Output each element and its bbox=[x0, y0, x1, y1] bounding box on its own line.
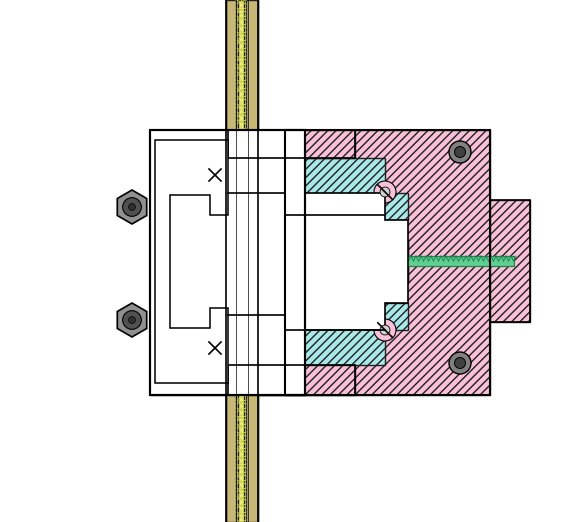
Circle shape bbox=[454, 147, 465, 158]
Polygon shape bbox=[150, 130, 305, 395]
Bar bbox=[228, 246, 400, 247]
Bar bbox=[228, 263, 400, 264]
Bar bbox=[228, 250, 400, 251]
Bar bbox=[228, 275, 400, 276]
Bar bbox=[228, 235, 400, 236]
Bar bbox=[228, 238, 400, 239]
Polygon shape bbox=[490, 200, 530, 322]
Bar bbox=[228, 245, 400, 246]
Polygon shape bbox=[228, 220, 408, 303]
Bar bbox=[228, 248, 400, 249]
Bar bbox=[228, 130, 355, 158]
Bar bbox=[210, 230, 220, 288]
Bar bbox=[228, 267, 400, 268]
Bar bbox=[228, 276, 400, 277]
Bar bbox=[228, 270, 400, 271]
Bar bbox=[228, 271, 400, 272]
Bar bbox=[228, 253, 400, 254]
Bar bbox=[228, 242, 400, 243]
Bar bbox=[228, 243, 400, 244]
Circle shape bbox=[210, 343, 220, 352]
Polygon shape bbox=[150, 130, 305, 395]
Polygon shape bbox=[285, 130, 490, 395]
Bar bbox=[228, 262, 400, 263]
Bar bbox=[228, 248, 248, 272]
Polygon shape bbox=[155, 140, 228, 383]
Bar bbox=[228, 285, 400, 286]
Polygon shape bbox=[228, 365, 355, 395]
Bar bbox=[228, 260, 400, 261]
Circle shape bbox=[449, 141, 471, 163]
Circle shape bbox=[128, 204, 135, 210]
Bar bbox=[228, 281, 400, 282]
Circle shape bbox=[123, 198, 142, 216]
Bar bbox=[228, 254, 400, 255]
Bar bbox=[228, 277, 400, 278]
Bar bbox=[228, 239, 400, 240]
Bar bbox=[226, 0, 258, 522]
Polygon shape bbox=[228, 158, 408, 365]
Bar bbox=[228, 249, 400, 250]
Bar bbox=[285, 130, 490, 395]
Bar bbox=[228, 251, 400, 252]
Bar bbox=[228, 241, 400, 242]
Bar bbox=[228, 266, 400, 267]
Bar bbox=[228, 265, 400, 266]
Bar bbox=[228, 283, 400, 284]
Bar bbox=[228, 256, 400, 257]
Bar bbox=[228, 280, 400, 281]
Bar bbox=[228, 273, 400, 274]
Bar bbox=[228, 255, 400, 256]
Bar bbox=[236, 0, 246, 522]
Bar bbox=[228, 287, 400, 288]
Bar bbox=[228, 252, 400, 253]
Bar bbox=[228, 272, 400, 273]
Bar bbox=[238, 0, 244, 522]
Bar bbox=[228, 258, 400, 259]
Bar bbox=[228, 274, 400, 275]
Circle shape bbox=[205, 338, 225, 358]
Bar bbox=[228, 257, 400, 258]
Bar bbox=[228, 261, 400, 262]
Bar bbox=[228, 247, 400, 248]
Bar bbox=[395, 278, 407, 288]
Bar bbox=[228, 286, 400, 287]
Circle shape bbox=[380, 325, 390, 335]
Bar bbox=[228, 240, 400, 241]
Circle shape bbox=[380, 187, 390, 197]
Bar bbox=[490, 200, 530, 322]
Circle shape bbox=[449, 352, 471, 374]
Circle shape bbox=[123, 311, 142, 329]
Polygon shape bbox=[117, 303, 147, 337]
Bar bbox=[228, 264, 400, 265]
Bar bbox=[228, 244, 400, 245]
Bar bbox=[228, 269, 400, 270]
Bar bbox=[228, 278, 400, 279]
Bar bbox=[228, 235, 400, 288]
Circle shape bbox=[454, 358, 465, 369]
Bar bbox=[228, 237, 400, 238]
Circle shape bbox=[128, 317, 135, 324]
Circle shape bbox=[205, 165, 225, 185]
Bar bbox=[228, 268, 400, 269]
Bar bbox=[228, 259, 400, 260]
Bar bbox=[228, 284, 400, 285]
Bar bbox=[228, 236, 400, 237]
Circle shape bbox=[374, 181, 396, 203]
Circle shape bbox=[374, 319, 396, 341]
Bar bbox=[406, 256, 514, 266]
Bar bbox=[150, 130, 305, 395]
Polygon shape bbox=[117, 190, 147, 224]
Polygon shape bbox=[228, 193, 408, 330]
Polygon shape bbox=[228, 130, 355, 158]
Circle shape bbox=[210, 171, 220, 180]
Polygon shape bbox=[155, 140, 228, 383]
Bar bbox=[228, 282, 400, 283]
Bar bbox=[228, 365, 355, 395]
Bar bbox=[228, 279, 400, 280]
